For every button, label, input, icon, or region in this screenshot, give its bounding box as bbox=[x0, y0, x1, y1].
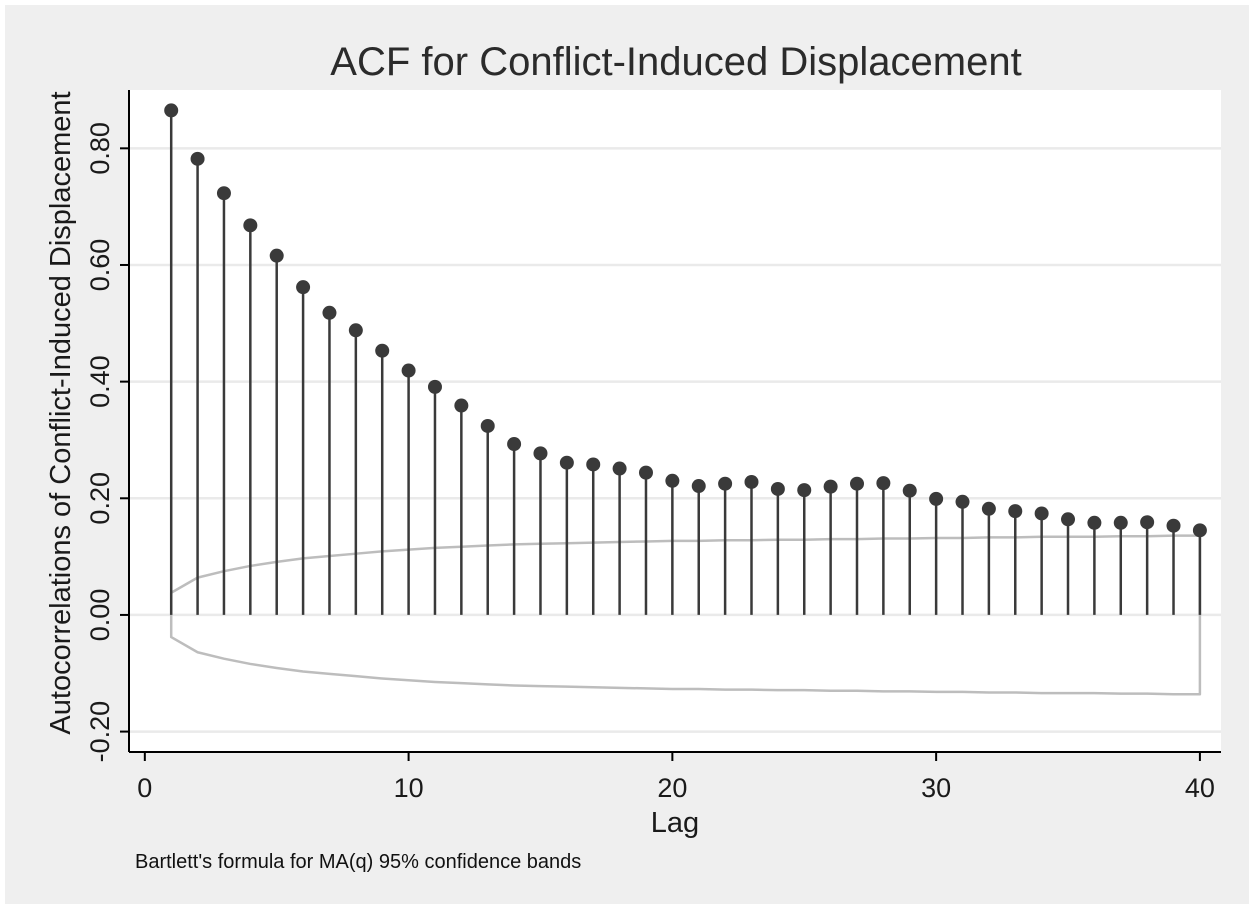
acf-point bbox=[823, 479, 838, 494]
acf-points bbox=[164, 103, 1207, 538]
y-tick-label: 0.40 bbox=[85, 355, 115, 408]
x-axis-label: Lag bbox=[651, 807, 699, 839]
acf-point bbox=[638, 465, 653, 480]
y-tick-label: 0.20 bbox=[85, 472, 115, 525]
acf-point bbox=[1034, 506, 1049, 521]
acf-point bbox=[876, 476, 891, 491]
acf-point bbox=[797, 483, 812, 498]
acf-point bbox=[1087, 515, 1102, 530]
acf-point bbox=[691, 479, 706, 494]
acf-point bbox=[955, 494, 970, 509]
x-tick-label: 30 bbox=[921, 773, 951, 803]
acf-point bbox=[718, 476, 733, 491]
acf-point bbox=[929, 491, 944, 506]
x-tick-label: 0 bbox=[137, 773, 152, 803]
chart-title: ACF for Conflict-Induced Displacement bbox=[330, 40, 1021, 84]
acf-point bbox=[427, 379, 442, 394]
acf-point bbox=[507, 437, 522, 452]
y-axis-label: Autocorrelations of Conflict-Induced Dis… bbox=[45, 91, 77, 734]
acf-point bbox=[612, 461, 627, 476]
acf-point bbox=[770, 481, 785, 496]
y-tick-label: 0.80 bbox=[85, 122, 115, 175]
acf-point bbox=[269, 248, 284, 263]
acf-spikes bbox=[169, 110, 1202, 615]
y-tick-label: -0.20 bbox=[85, 701, 115, 763]
acf-point bbox=[322, 305, 337, 320]
y-tick-label: 0.00 bbox=[85, 589, 115, 642]
acf-point bbox=[902, 483, 917, 498]
x-tick-label: 10 bbox=[394, 773, 424, 803]
acf-point bbox=[665, 473, 680, 488]
acf-point bbox=[586, 457, 601, 472]
plot-area bbox=[129, 90, 1221, 752]
acf-point bbox=[375, 343, 390, 358]
acf-point bbox=[744, 474, 759, 489]
acf-point bbox=[1166, 518, 1181, 533]
acf-point bbox=[243, 218, 258, 233]
acf-point bbox=[401, 363, 416, 378]
acf-point bbox=[981, 501, 996, 516]
x-tick-label: 40 bbox=[1185, 773, 1215, 803]
acf-point bbox=[1008, 504, 1023, 519]
x-axis-ticks: 0 10 20 30 40 bbox=[137, 752, 1215, 803]
chart-note: Bartlett's formula for MA(q) 95% confide… bbox=[135, 851, 581, 873]
acf-point bbox=[216, 186, 231, 201]
acf-point bbox=[190, 151, 205, 166]
acf-point bbox=[1192, 523, 1207, 538]
gridlines bbox=[129, 147, 1221, 733]
acf-point bbox=[533, 446, 548, 461]
acf-point bbox=[480, 418, 495, 433]
acf-point bbox=[850, 476, 864, 491]
acf-point bbox=[1113, 515, 1128, 530]
x-tick-label: 20 bbox=[657, 773, 687, 803]
acf-point bbox=[559, 455, 574, 470]
y-tick-label: 0.60 bbox=[85, 239, 115, 292]
y-axis-ticks: -0.20 0.00 0.20 0.40 0.60 0.80 bbox=[85, 122, 129, 762]
acf-point bbox=[164, 103, 179, 118]
acf-point bbox=[1061, 512, 1076, 527]
acf-point bbox=[1140, 515, 1155, 530]
acf-point bbox=[296, 280, 311, 295]
acf-point bbox=[454, 398, 469, 413]
acf-point bbox=[348, 323, 363, 338]
